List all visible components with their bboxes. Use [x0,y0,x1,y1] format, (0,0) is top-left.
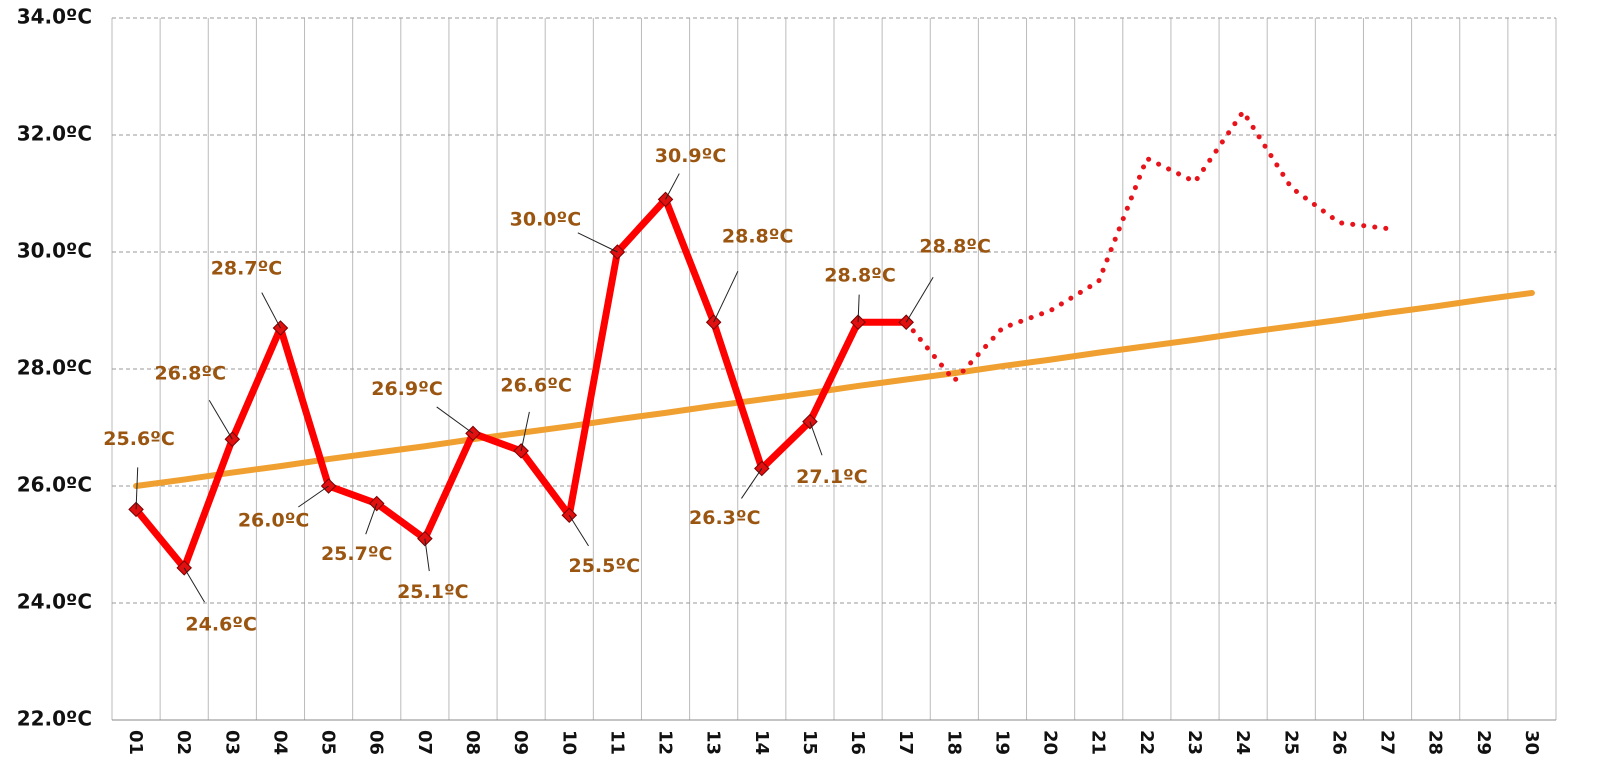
data-label: 28.8ºC [824,265,896,287]
data-label: 30.0ºC [510,209,582,231]
x-tick-label: 26 [1328,730,1349,755]
leader-line [905,276,934,323]
x-tick-label: 24 [1232,730,1253,755]
x-tick-label: 06 [366,730,387,755]
y-tick-label: 34.0ºC [17,5,92,29]
leader-line [298,485,329,508]
x-tick-label: 15 [799,730,820,755]
leader-line [261,292,281,329]
x-tick-label: 30 [1521,730,1542,755]
x-tick-label: 07 [414,730,435,755]
series-line [133,289,1535,489]
x-tick-label: 01 [125,730,146,755]
data-label: 30.9ºC [655,145,727,167]
leader-line [208,399,233,440]
data-label: 24.6ºC [185,613,257,635]
x-tick-label: 02 [173,730,194,755]
x-tick-label: 11 [606,730,627,755]
leader-line [568,514,589,547]
data-label: 28.8ºC [722,226,794,248]
x-tick-label: 21 [1088,730,1109,755]
y-tick-label: 24.0ºC [17,590,92,614]
x-tick-label: 04 [269,730,290,755]
y-tick-label: 26.0ºC [17,473,92,497]
data-label: 27.1ºC [796,466,868,488]
data-label: 26.8ºC [155,363,227,385]
series-line [903,109,1391,384]
leader-line [809,421,823,456]
x-tick-label: 19 [991,730,1012,755]
x-tick-label: 10 [558,730,579,755]
x-tick-label: 28 [1425,730,1446,755]
data-label: 25.6ºC [103,428,175,450]
leader-line [135,467,139,510]
x-tick-label: 14 [751,730,772,755]
y-tick-label: 22.0ºC [17,707,92,731]
x-tick-label: 03 [221,730,242,755]
leader-line [857,294,860,323]
leader-line [424,538,430,572]
data-label: 28.8ºC [919,236,991,258]
data-label: 26.3ºC [689,507,761,529]
y-tick-label: 30.0ºC [17,239,92,263]
x-tick-label: 17 [895,730,916,755]
data-label: 26.0ºC [238,510,310,532]
leader-line [741,468,763,499]
x-tick-label: 13 [703,730,724,755]
x-tick-label: 22 [1136,730,1157,755]
x-tick-label: 27 [1377,730,1398,755]
x-tick-label: 08 [462,730,483,755]
x-tick-label: 18 [943,730,964,755]
data-label: 25.5ºC [568,555,640,577]
leader-line [436,406,474,434]
data-label: 28.7ºC [211,258,283,280]
leader-line [713,270,739,323]
x-tick-label: 16 [847,730,868,755]
x-tick-label: 23 [1184,730,1205,755]
x-tick-label: 09 [510,730,531,755]
y-tick-label: 28.0ºC [17,356,92,380]
x-tick-label: 20 [1040,730,1061,755]
x-tick-label: 05 [318,730,339,755]
data-label: 26.9ºC [371,378,443,400]
x-tick-label: 29 [1473,730,1494,755]
x-tick-label: 25 [1280,730,1301,755]
y-tick-label: 32.0ºC [17,122,92,146]
data-label: 25.1ºC [397,581,469,603]
leader-line [520,411,530,452]
leader-line [183,567,205,603]
x-tick-label: 12 [655,730,676,755]
data-label: 25.7ºC [321,543,393,565]
leader-line [365,503,378,535]
leader-line [665,173,680,200]
data-label: 26.6ºC [500,374,572,396]
leader-line [577,232,618,253]
